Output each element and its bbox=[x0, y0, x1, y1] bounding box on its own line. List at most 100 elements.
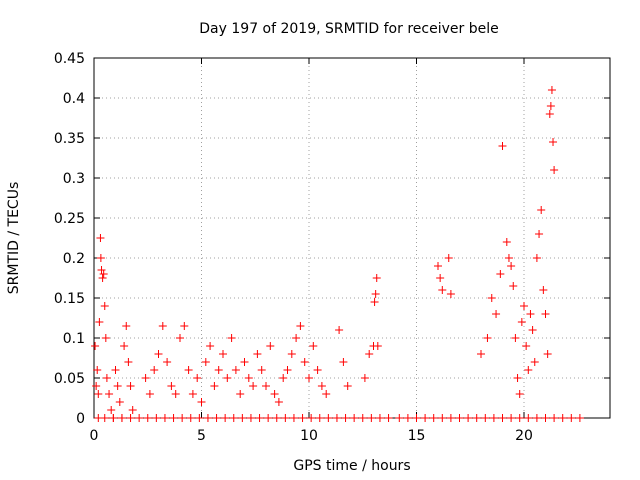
data-point bbox=[257, 366, 266, 374]
data-point bbox=[502, 238, 511, 246]
data-point bbox=[322, 390, 331, 398]
data-point bbox=[515, 390, 524, 398]
data-point bbox=[498, 414, 507, 422]
data-point bbox=[507, 262, 516, 270]
data-point bbox=[541, 310, 550, 318]
data-point bbox=[167, 382, 176, 390]
data-point bbox=[184, 366, 193, 374]
data-point bbox=[169, 414, 178, 422]
data-point bbox=[289, 414, 298, 422]
data-point bbox=[341, 414, 350, 422]
data-point bbox=[171, 390, 180, 398]
data-point bbox=[372, 274, 381, 282]
x-tick-label: 5 bbox=[197, 428, 206, 444]
data-point bbox=[128, 406, 137, 414]
data-point bbox=[93, 366, 102, 374]
data-point bbox=[335, 326, 344, 334]
data-point bbox=[532, 254, 541, 262]
data-point bbox=[283, 366, 292, 374]
y-tick-label: 0.45 bbox=[54, 51, 85, 67]
data-point bbox=[279, 374, 288, 382]
data-point bbox=[102, 374, 111, 382]
data-point bbox=[100, 302, 109, 310]
data-point bbox=[549, 138, 558, 146]
data-point bbox=[535, 230, 544, 238]
data-point bbox=[296, 322, 305, 330]
data-point bbox=[188, 390, 197, 398]
data-point bbox=[231, 366, 240, 374]
data-point bbox=[575, 414, 584, 422]
data-point bbox=[481, 414, 490, 422]
plot-frame bbox=[93, 57, 611, 419]
data-point bbox=[281, 414, 290, 422]
data-point bbox=[537, 206, 546, 214]
data-point bbox=[193, 374, 202, 382]
data-point bbox=[141, 374, 150, 382]
data-point bbox=[412, 414, 421, 422]
data-point bbox=[384, 414, 393, 422]
data-point bbox=[221, 414, 230, 422]
data-point bbox=[455, 414, 464, 422]
data-point bbox=[313, 366, 322, 374]
data-point bbox=[507, 414, 516, 422]
data-point bbox=[365, 350, 374, 358]
y-axis-label: SRMTID / TECUs bbox=[6, 182, 22, 295]
data-point bbox=[550, 166, 559, 174]
data-point bbox=[206, 342, 215, 350]
data-point bbox=[371, 290, 380, 298]
data-point bbox=[324, 414, 333, 422]
y-tick-label: 0.2 bbox=[63, 251, 85, 267]
data-point bbox=[227, 334, 236, 342]
data-point bbox=[403, 414, 412, 422]
data-point bbox=[96, 234, 105, 242]
data-point bbox=[210, 382, 219, 390]
data-point bbox=[446, 290, 455, 298]
data-point bbox=[178, 414, 187, 422]
y-tick-label: 0.1 bbox=[63, 331, 85, 347]
data-point bbox=[360, 374, 369, 382]
data-point bbox=[214, 366, 223, 374]
data-point bbox=[160, 414, 169, 422]
data-point bbox=[373, 342, 382, 350]
chart-title: Day 197 of 2019, SRMTID for receiver bel… bbox=[199, 21, 498, 37]
data-point bbox=[212, 414, 221, 422]
data-point bbox=[528, 326, 537, 334]
data-point bbox=[421, 414, 430, 422]
data-point bbox=[472, 414, 481, 422]
y-tick-label: 0.35 bbox=[54, 131, 85, 147]
data-point bbox=[274, 398, 283, 406]
data-point bbox=[307, 414, 316, 422]
data-point bbox=[298, 414, 307, 422]
data-point bbox=[135, 414, 144, 422]
data-point bbox=[477, 350, 485, 358]
data-point bbox=[240, 358, 249, 366]
data-point bbox=[489, 414, 498, 422]
data-point bbox=[444, 254, 453, 262]
data-point bbox=[292, 334, 301, 342]
data-point bbox=[236, 390, 245, 398]
data-point bbox=[305, 374, 313, 382]
data-point bbox=[101, 334, 110, 342]
y-tick-label: 0.15 bbox=[54, 291, 85, 307]
data-point bbox=[315, 414, 324, 422]
data-point bbox=[255, 414, 264, 422]
data-point bbox=[317, 382, 326, 390]
data-point bbox=[436, 274, 445, 282]
data-point bbox=[111, 366, 120, 374]
x-tick-label: 20 bbox=[515, 428, 533, 444]
data-point bbox=[524, 414, 533, 422]
data-point bbox=[223, 374, 232, 382]
data-point bbox=[545, 110, 554, 118]
data-markers bbox=[91, 86, 584, 422]
data-point bbox=[287, 350, 296, 358]
data-point bbox=[543, 350, 552, 358]
data-point bbox=[524, 366, 533, 374]
data-point bbox=[530, 358, 539, 366]
data-point bbox=[522, 342, 531, 350]
axis-ticks bbox=[93, 57, 610, 419]
data-point bbox=[94, 390, 103, 398]
data-point bbox=[546, 102, 555, 110]
data-point bbox=[358, 414, 367, 422]
data-point bbox=[567, 414, 576, 422]
